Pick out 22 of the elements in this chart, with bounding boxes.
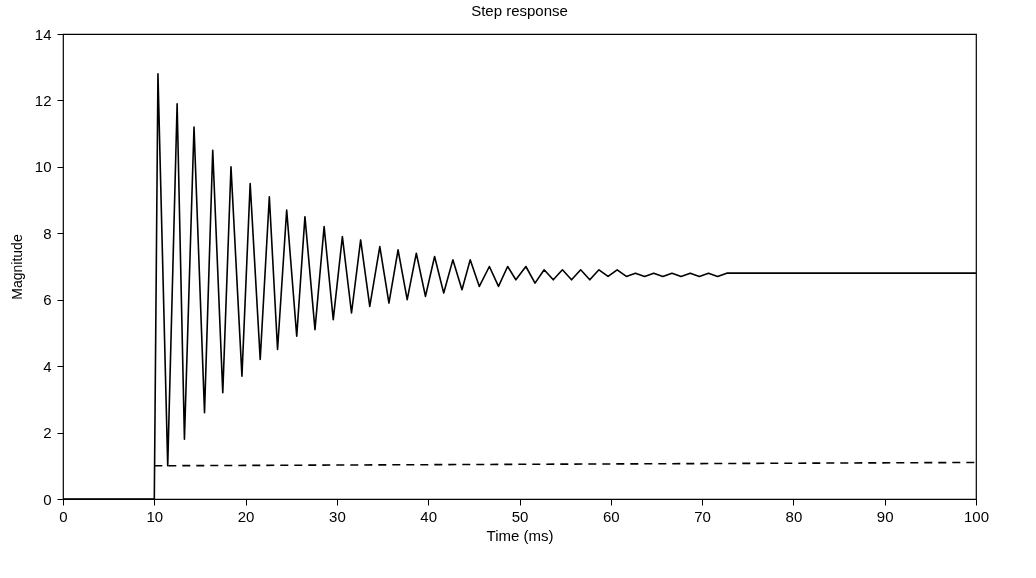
y-axis-title: Magnitude xyxy=(8,234,25,300)
y-tick-label: 4 xyxy=(43,357,52,375)
y-tick-label: 6 xyxy=(43,291,52,309)
y-tick-label: 12 xyxy=(34,91,52,109)
x-tick-label: 0 xyxy=(59,507,68,525)
x-tick-label: 80 xyxy=(785,507,803,525)
x-tick-label: 70 xyxy=(694,507,711,525)
x-tick-label: 30 xyxy=(329,507,346,525)
y-tick-label: 10 xyxy=(34,158,52,176)
x-tick-label: 90 xyxy=(876,507,894,525)
chart-title: Step response xyxy=(471,2,568,19)
y-tick-label: 8 xyxy=(43,224,52,242)
x-tick-label: 50 xyxy=(511,507,529,525)
x-tick-label: 60 xyxy=(602,507,620,525)
x-tick-label: 40 xyxy=(420,507,438,525)
x-tick-label: 100 xyxy=(963,507,990,525)
x-axis-title: Time (ms) xyxy=(486,526,554,544)
x-tick-label: 20 xyxy=(237,507,255,525)
y-tick-label: 2 xyxy=(43,424,52,442)
y-tick-label: 14 xyxy=(34,25,52,43)
x-tick-label: 10 xyxy=(146,507,164,525)
y-tick-label: 0 xyxy=(43,490,52,508)
